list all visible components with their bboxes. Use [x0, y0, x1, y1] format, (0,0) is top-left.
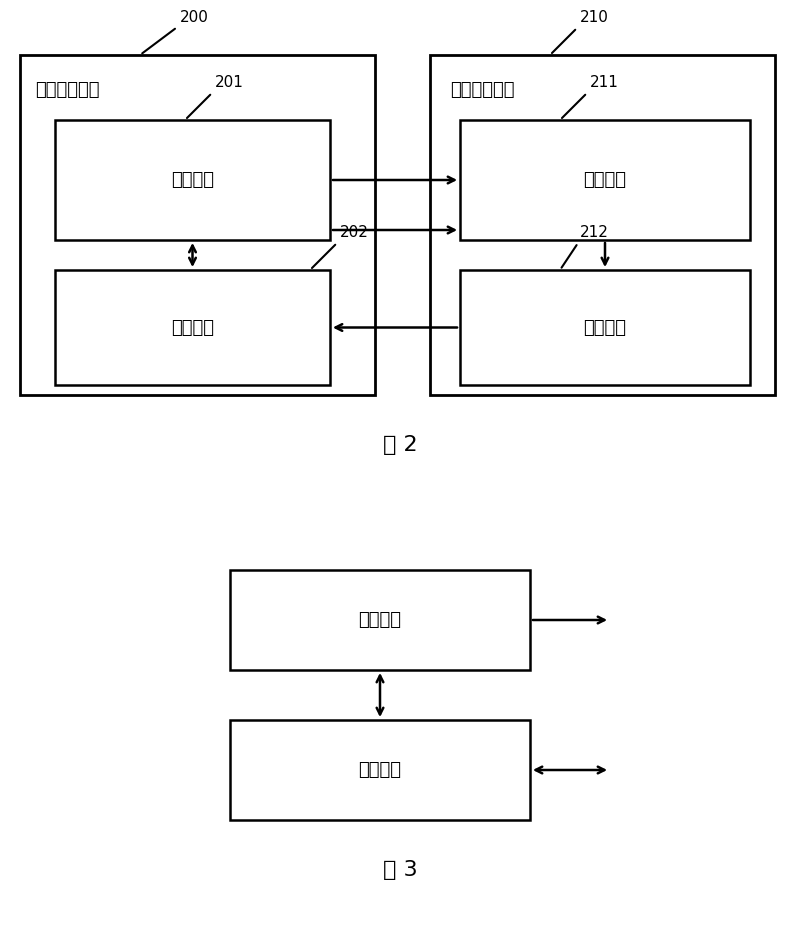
Text: 控制装置: 控制装置	[358, 611, 402, 629]
Text: 检测装置: 检测装置	[171, 318, 214, 337]
Text: 检测装置: 检测装置	[358, 761, 402, 779]
Bar	[460, 270, 750, 385]
Bar	[20, 55, 375, 395]
Text: 212: 212	[562, 225, 609, 268]
Bar	[230, 570, 530, 670]
Bar	[230, 720, 530, 820]
Bar	[55, 120, 330, 240]
Text: 控制装置: 控制装置	[583, 318, 626, 337]
Text: 第一网络节点: 第一网络节点	[35, 81, 99, 99]
Bar	[55, 270, 330, 385]
Text: 控制装置: 控制装置	[171, 171, 214, 189]
Bar	[460, 120, 750, 240]
Bar	[430, 55, 775, 395]
Text: 202: 202	[312, 225, 369, 268]
Text: 检测装置: 检测装置	[583, 171, 626, 189]
Text: 210: 210	[552, 10, 609, 53]
Text: 211: 211	[562, 75, 619, 118]
Text: 201: 201	[187, 75, 244, 118]
Text: 图 3: 图 3	[382, 860, 418, 880]
Text: 图 2: 图 2	[382, 435, 418, 455]
Text: 第二网络节点: 第二网络节点	[450, 81, 514, 99]
Text: 200: 200	[142, 10, 209, 53]
